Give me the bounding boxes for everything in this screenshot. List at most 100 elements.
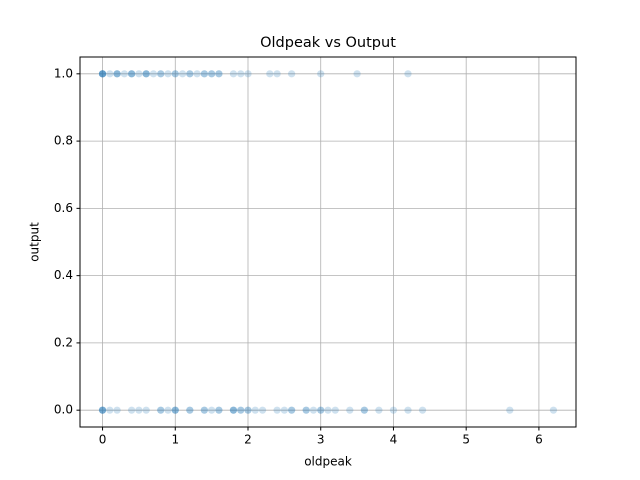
point: [157, 70, 165, 78]
point: [200, 70, 208, 78]
point: [164, 406, 172, 414]
point: [142, 406, 150, 414]
point: [506, 406, 514, 414]
x-tick-label: 0: [99, 433, 107, 447]
point: [98, 70, 107, 78]
point: [324, 406, 332, 414]
point: [171, 70, 179, 78]
point: [229, 406, 238, 414]
point: [346, 406, 354, 414]
plot-frame: [79, 56, 577, 428]
point: [251, 406, 259, 414]
point: [273, 70, 281, 78]
point: [360, 406, 368, 414]
point: [164, 70, 172, 78]
point: [98, 70, 107, 78]
point: [113, 70, 121, 78]
point: [98, 70, 107, 78]
point: [404, 70, 412, 78]
point: [128, 70, 136, 78]
point: [353, 70, 361, 78]
point: [208, 70, 216, 78]
y-tick-label: 1.0: [54, 66, 73, 80]
y-axis-label: output: [28, 222, 42, 262]
point: [288, 406, 296, 414]
point: [171, 406, 179, 414]
point: [98, 406, 107, 414]
point: [288, 406, 296, 414]
point: [128, 406, 136, 414]
point: [215, 70, 223, 78]
point: [186, 70, 194, 78]
chart-title: Oldpeak vs Output: [260, 35, 396, 51]
x-tick-label: 2: [244, 433, 252, 447]
point: [229, 70, 238, 78]
point: [135, 406, 143, 414]
point: [404, 406, 412, 414]
point: [389, 406, 398, 414]
point: [266, 70, 274, 78]
x-tick-label: 3: [317, 433, 325, 447]
y-tick-label: 0.8: [54, 134, 73, 148]
point: [113, 70, 121, 78]
point: [237, 70, 245, 78]
point: [200, 406, 208, 414]
point: [215, 406, 223, 414]
point: [149, 70, 158, 78]
point: [98, 406, 107, 414]
point: [244, 406, 252, 414]
point: [317, 70, 325, 78]
point: [113, 70, 121, 78]
point: [157, 70, 165, 78]
x-tick-label: 5: [462, 433, 470, 447]
point: [142, 70, 150, 78]
point: [142, 70, 150, 78]
point: [135, 70, 143, 78]
point: [171, 406, 179, 414]
point: [360, 406, 368, 414]
point: [200, 406, 208, 414]
point: [317, 406, 325, 414]
point: [157, 406, 165, 414]
point: [106, 70, 114, 78]
y-tick-label: 0.6: [54, 201, 73, 215]
point: [288, 70, 296, 78]
x-tick-label: 4: [390, 433, 398, 447]
point: [128, 70, 136, 78]
x-axis-label: oldpeak: [304, 455, 352, 469]
y-tick-label: 0.4: [54, 268, 73, 282]
point: [309, 406, 318, 414]
point: [237, 406, 245, 414]
point: [244, 70, 252, 78]
x-tick-label: 6: [535, 433, 543, 447]
point: [98, 70, 107, 78]
point: [186, 406, 194, 414]
point: [193, 70, 201, 78]
point: [106, 406, 114, 414]
point: [549, 406, 558, 414]
point: [186, 406, 194, 414]
point: [186, 70, 194, 78]
point: [237, 406, 245, 414]
point: [229, 406, 238, 414]
point: [128, 70, 136, 78]
point: [200, 70, 208, 78]
point: [98, 406, 107, 414]
point: [215, 70, 223, 78]
point: [178, 70, 187, 78]
point: [120, 70, 128, 78]
point: [331, 406, 339, 414]
point: [171, 406, 179, 414]
y-tick-label: 0.0: [54, 403, 73, 417]
point: [157, 406, 165, 414]
point: [273, 406, 281, 414]
y-tick-label: 0.2: [54, 335, 73, 349]
point: [418, 406, 427, 414]
point: [208, 70, 216, 78]
point: [208, 406, 216, 414]
point: [229, 406, 238, 414]
points-layer: [98, 70, 558, 414]
